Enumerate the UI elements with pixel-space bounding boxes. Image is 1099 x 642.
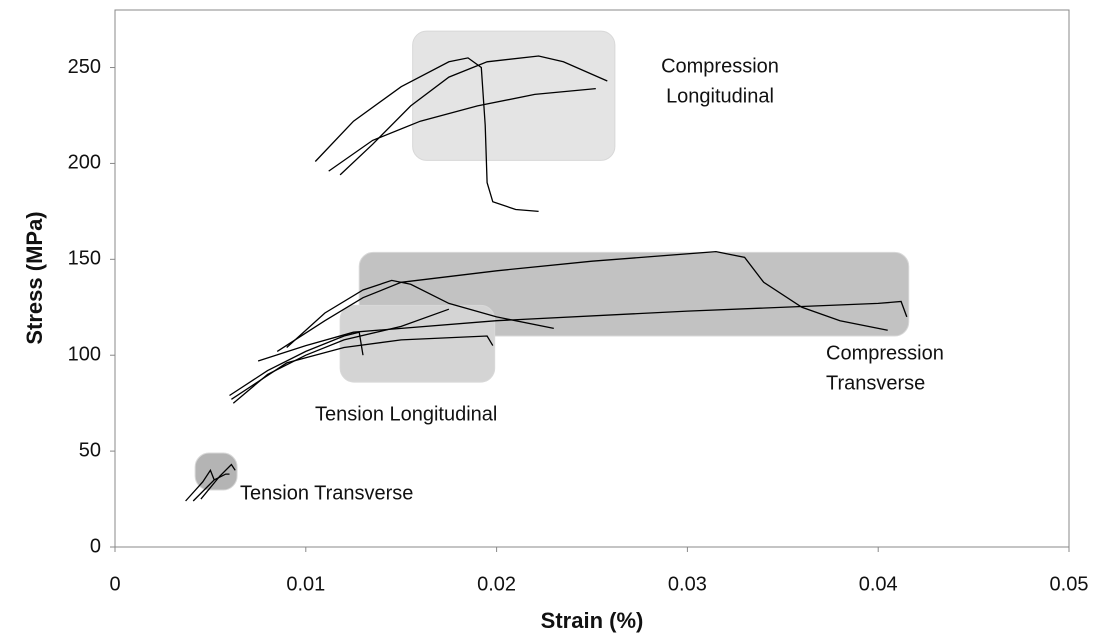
x-tick-label: 0.02 bbox=[477, 573, 516, 595]
y-tick-label: 50 bbox=[79, 439, 101, 461]
annotation: Longitudinal bbox=[666, 85, 774, 107]
curve bbox=[276, 250, 888, 352]
annotation: Tension Transverse bbox=[240, 482, 413, 504]
x-tick-label: 0.01 bbox=[286, 573, 325, 595]
y-axis-title: Stress (MPa) bbox=[22, 211, 47, 344]
annotation: Tension Longitudinal bbox=[315, 403, 497, 425]
curve bbox=[200, 463, 236, 500]
region bbox=[339, 304, 496, 383]
region bbox=[194, 452, 238, 491]
curve bbox=[286, 279, 554, 348]
y-tick-label: 250 bbox=[68, 56, 101, 78]
y-tick-label: 0 bbox=[90, 535, 101, 557]
x-tick-label: 0.03 bbox=[668, 573, 707, 595]
region bbox=[358, 251, 910, 337]
curve bbox=[328, 87, 596, 172]
curve bbox=[339, 55, 608, 176]
annotation: Transverse bbox=[826, 372, 925, 394]
annotation: Compression bbox=[826, 342, 944, 364]
curve bbox=[314, 57, 539, 213]
curve bbox=[192, 473, 230, 502]
curve bbox=[231, 335, 494, 400]
curve bbox=[185, 468, 215, 502]
x-tick-label: 0.04 bbox=[859, 573, 898, 595]
y-tick-label: 200 bbox=[68, 152, 101, 174]
x-tick-label: 0 bbox=[109, 573, 120, 595]
region bbox=[412, 30, 616, 161]
x-axis-title: Strain (%) bbox=[541, 608, 644, 633]
y-tick-label: 100 bbox=[68, 343, 101, 365]
x-tick-label: 0.05 bbox=[1050, 573, 1089, 595]
y-tick-label: 150 bbox=[68, 248, 101, 270]
curve bbox=[257, 300, 908, 362]
annotation: Compression bbox=[661, 55, 779, 77]
